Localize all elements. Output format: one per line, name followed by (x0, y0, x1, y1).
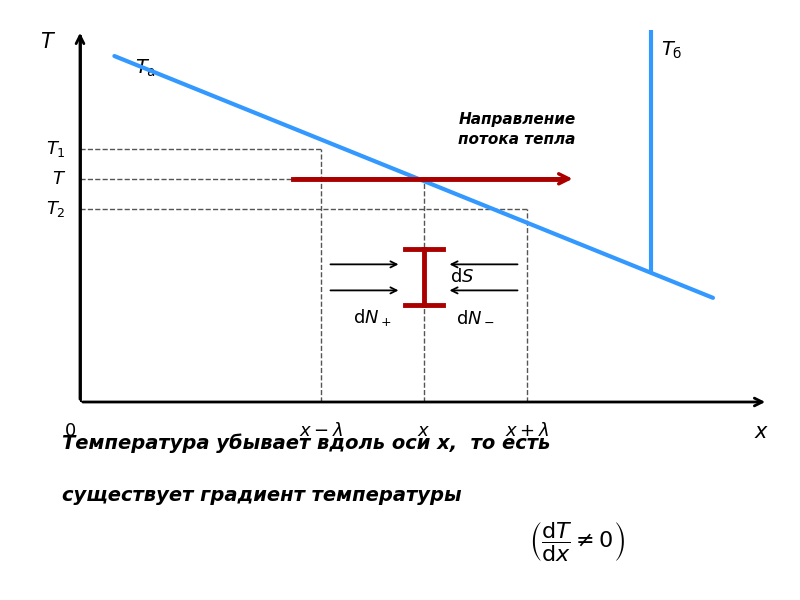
Text: $\mathrm{d}N_+$: $\mathrm{d}N_+$ (353, 307, 392, 328)
Text: $T_2$: $T_2$ (46, 199, 66, 218)
Text: $T_{\rm а}$: $T_{\rm а}$ (135, 58, 156, 79)
Text: $x$: $x$ (754, 422, 769, 442)
Text: Направление
потока тепла: Направление потока тепла (458, 112, 576, 146)
Text: $\left(\dfrac{\mathrm{d}T}{\mathrm{d}x} \neq 0\right)$: $\left(\dfrac{\mathrm{d}T}{\mathrm{d}x} … (530, 520, 626, 563)
Text: $T$: $T$ (40, 32, 56, 52)
Text: $\mathrm{d}S$: $\mathrm{d}S$ (450, 268, 474, 286)
Text: $x + \lambda$: $x + \lambda$ (505, 422, 550, 440)
Text: $T$: $T$ (52, 170, 66, 188)
Text: существует градиент температуры: существует градиент температуры (62, 486, 462, 505)
Text: Температура убывает вдоль оси x,  то есть: Температура убывает вдоль оси x, то есть (62, 434, 550, 454)
Text: $0$: $0$ (64, 422, 76, 440)
Text: $\mathrm{d}N_-$: $\mathrm{d}N_-$ (456, 307, 495, 325)
Text: $x - \lambda$: $x - \lambda$ (298, 422, 343, 440)
Text: $T_1$: $T_1$ (46, 139, 66, 159)
Text: $T_{\rm б}$: $T_{\rm б}$ (662, 39, 683, 61)
Text: $x$: $x$ (418, 422, 430, 440)
